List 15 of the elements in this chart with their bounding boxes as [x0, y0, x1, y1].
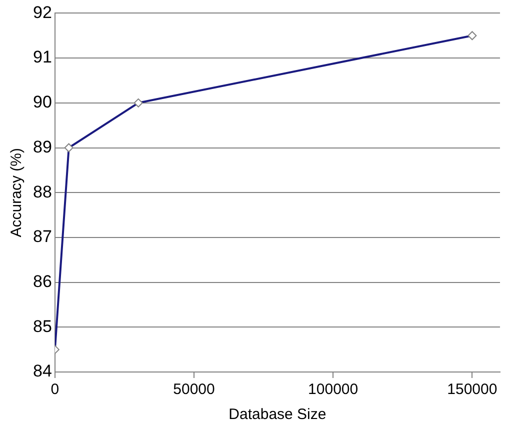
y-tick-label: 86 [32, 272, 52, 291]
y-tick-label: 88 [32, 182, 52, 202]
x-tick-label: 0 [50, 381, 60, 398]
x-tick-label: 50000 [173, 381, 215, 398]
y-tick-label: 90 [32, 92, 52, 112]
x-axis-title: Database Size [228, 406, 326, 424]
y-tick-label: 84 [32, 362, 52, 381]
x-tick-label: 150000 [447, 381, 498, 398]
y-tick-label: 87 [32, 227, 52, 246]
y-tick-label: 85 [32, 316, 52, 336]
y-tick-label: 91 [32, 48, 52, 67]
y-tick-label: 92 [32, 2, 52, 22]
x-tick-label: 100000 [308, 381, 358, 398]
y-tick-label: 89 [32, 137, 52, 156]
y-axis-title: Accuracy (%) [8, 148, 26, 238]
